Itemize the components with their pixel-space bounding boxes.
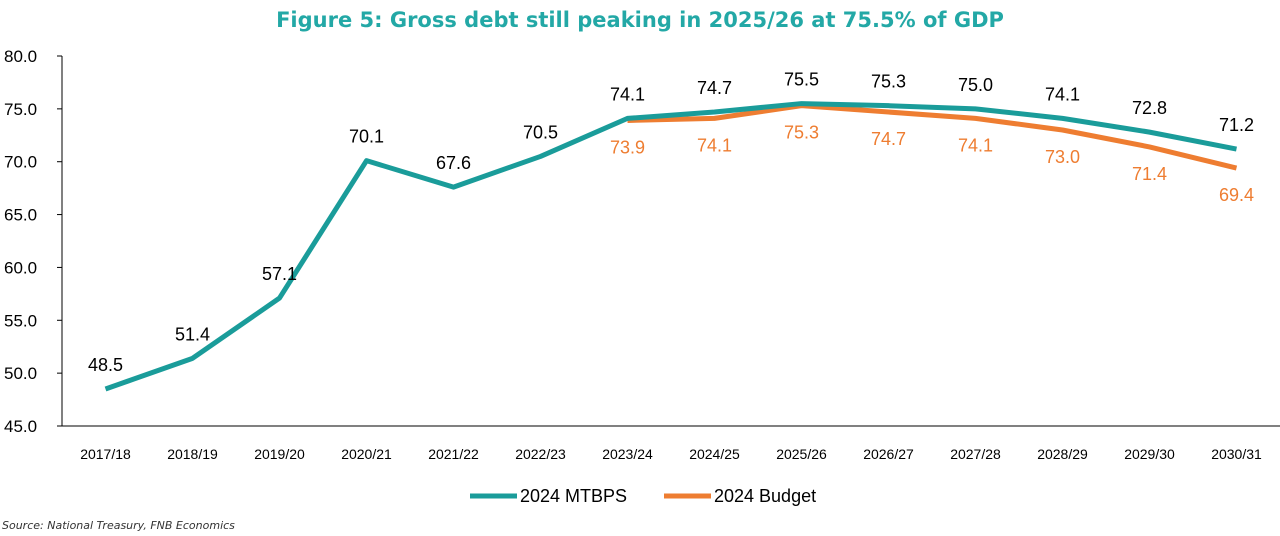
x-tick-label: 2023/24: [602, 446, 653, 462]
series-line-budget: [627, 103, 1238, 171]
x-tick-label: 2026/27: [863, 446, 914, 462]
data-label-budget: 69.4: [1219, 185, 1254, 205]
x-tick-label: 2022/23: [515, 446, 566, 462]
y-tick-label: 60.0: [4, 258, 37, 277]
data-label-mtbps: 74.7: [697, 78, 732, 98]
data-label-budget: 74.1: [958, 135, 993, 155]
data-label-mtbps: 71.2: [1219, 115, 1254, 135]
data-label-mtbps: 57.1: [262, 264, 297, 284]
chart-data-labels: 48.5 51.4 57.1 70.1 67.6 70.5 74.1 74.7 75.5 75.3…: [88, 70, 1254, 375]
data-label-budget: 73.9: [610, 137, 645, 157]
chart-series-lines: [104, 101, 1238, 392]
data-label-mtbps: 48.5: [88, 355, 123, 375]
data-label-budget: 74.7: [871, 129, 906, 149]
y-tick-label: 55.0: [4, 311, 37, 330]
data-label-mtbps: 75.3: [871, 72, 906, 92]
x-tick-label: 2019/20: [254, 446, 305, 462]
source-note: Source: National Treasury, FNB Economics: [2, 519, 235, 532]
x-tick-label: 2020/21: [341, 446, 392, 462]
data-label-mtbps: 74.1: [1045, 84, 1080, 104]
legend-item-mtbps-label: 2024 MTBPS: [520, 486, 627, 506]
y-tick-label: 70.0: [4, 153, 37, 172]
x-tick-label: 2017/18: [80, 446, 131, 462]
data-label-budget: 75.3: [784, 123, 819, 143]
y-tick-label: 75.0: [4, 100, 37, 119]
data-label-budget: 73.0: [1045, 147, 1080, 167]
x-tick-label: 2021/22: [428, 446, 479, 462]
data-label-mtbps: 67.6: [436, 153, 471, 173]
data-label-mtbps: 70.1: [349, 127, 384, 147]
data-label-mtbps: 51.4: [175, 324, 210, 344]
legend-item-budget-label: 2024 Budget: [714, 486, 816, 506]
x-tick-label: 2018/19: [167, 446, 218, 462]
data-label-mtbps: 72.8: [1132, 98, 1167, 118]
x-tick-label: 2027/28: [950, 446, 1001, 462]
data-label-mtbps: 75.5: [784, 70, 819, 90]
series-line-mtbps: [104, 101, 1237, 392]
y-tick-label: 45.0: [4, 417, 37, 436]
x-tick-label: 2029/30: [1124, 446, 1175, 462]
data-label-mtbps: 70.5: [523, 122, 558, 142]
y-tick-label: 50.0: [4, 364, 37, 383]
x-tick-label: 2024/25: [689, 446, 740, 462]
chart-legend: 2024 MTBPS 2024 Budget: [470, 486, 816, 506]
x-tick-label: 2025/26: [776, 446, 827, 462]
data-label-budget: 74.1: [697, 135, 732, 155]
chart-title: Figure 5: Gross debt still peaking in 20…: [276, 8, 1004, 32]
x-tick-label: 2030/31: [1211, 446, 1262, 462]
y-tick-label: 80.0: [4, 47, 37, 66]
x-tick-label: 2028/29: [1037, 446, 1088, 462]
data-label-budget: 71.4: [1132, 164, 1167, 184]
chart-axes: 45.0 50.0 55.0 60.0 65.0 70.0 75.0 80.0 2017/18 2…: [4, 47, 1280, 462]
y-tick-label: 65.0: [4, 206, 37, 225]
data-label-mtbps: 75.0: [958, 75, 993, 95]
data-label-mtbps: 74.1: [610, 84, 645, 104]
